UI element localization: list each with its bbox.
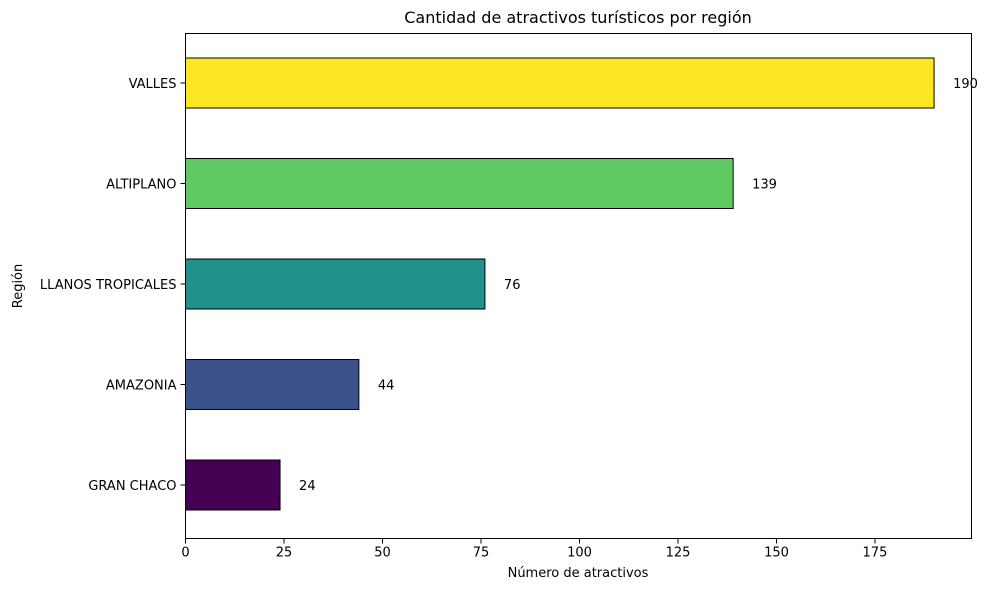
bar-valles — [185, 57, 935, 109]
bars-layer — [185, 57, 935, 511]
data-label-valles: 190 — [953, 77, 978, 92]
data-label-altiplano: 139 — [752, 178, 777, 193]
y-tick-label: ALTIPLANO — [106, 178, 176, 193]
chart-title: Cantidad de atractivos turísticos por re… — [404, 8, 752, 27]
x-tick-label: 175 — [863, 546, 888, 561]
data-label-amazonia: 44 — [378, 379, 395, 394]
x-tick-label: 100 — [567, 546, 592, 561]
y-tick-label: VALLES — [129, 77, 177, 92]
plot-frame — [185, 33, 972, 539]
bar-altiplano — [185, 158, 734, 209]
axes-layer — [185, 33, 972, 539]
x-tick-label: 150 — [764, 546, 789, 561]
data-label-llanos-tropicales: 76 — [504, 278, 521, 293]
x-tick-label: 75 — [473, 546, 490, 561]
x-tick-label: 125 — [666, 546, 691, 561]
y-tick-label: AMAZONIA — [106, 379, 177, 394]
x-axis-ticks: 0 25 50 75 100 125 150 175 — [181, 538, 888, 561]
bar-llanos-tropicales — [185, 258, 486, 310]
y-tick-label: LLANOS TROPICALES — [40, 278, 177, 293]
y-axis-ticks: GRAN CHACO AMAZONIA LLANOS TROPICALES ALTIP… — [40, 77, 186, 494]
bar-gran-chaco — [185, 459, 281, 511]
x-tick-label: 25 — [276, 546, 293, 561]
bar-amazonia — [185, 359, 360, 410]
y-tick-label: GRAN CHACO — [88, 479, 176, 494]
data-label-gran-chaco: 24 — [299, 479, 316, 494]
x-tick-label: 50 — [374, 546, 391, 561]
x-axis-label: Número de atractivos — [508, 566, 649, 581]
data-labels-layer: 24 44 76 139 190 — [299, 77, 978, 494]
x-tick-label: 0 — [181, 546, 189, 561]
y-axis-label: Región — [11, 264, 26, 309]
